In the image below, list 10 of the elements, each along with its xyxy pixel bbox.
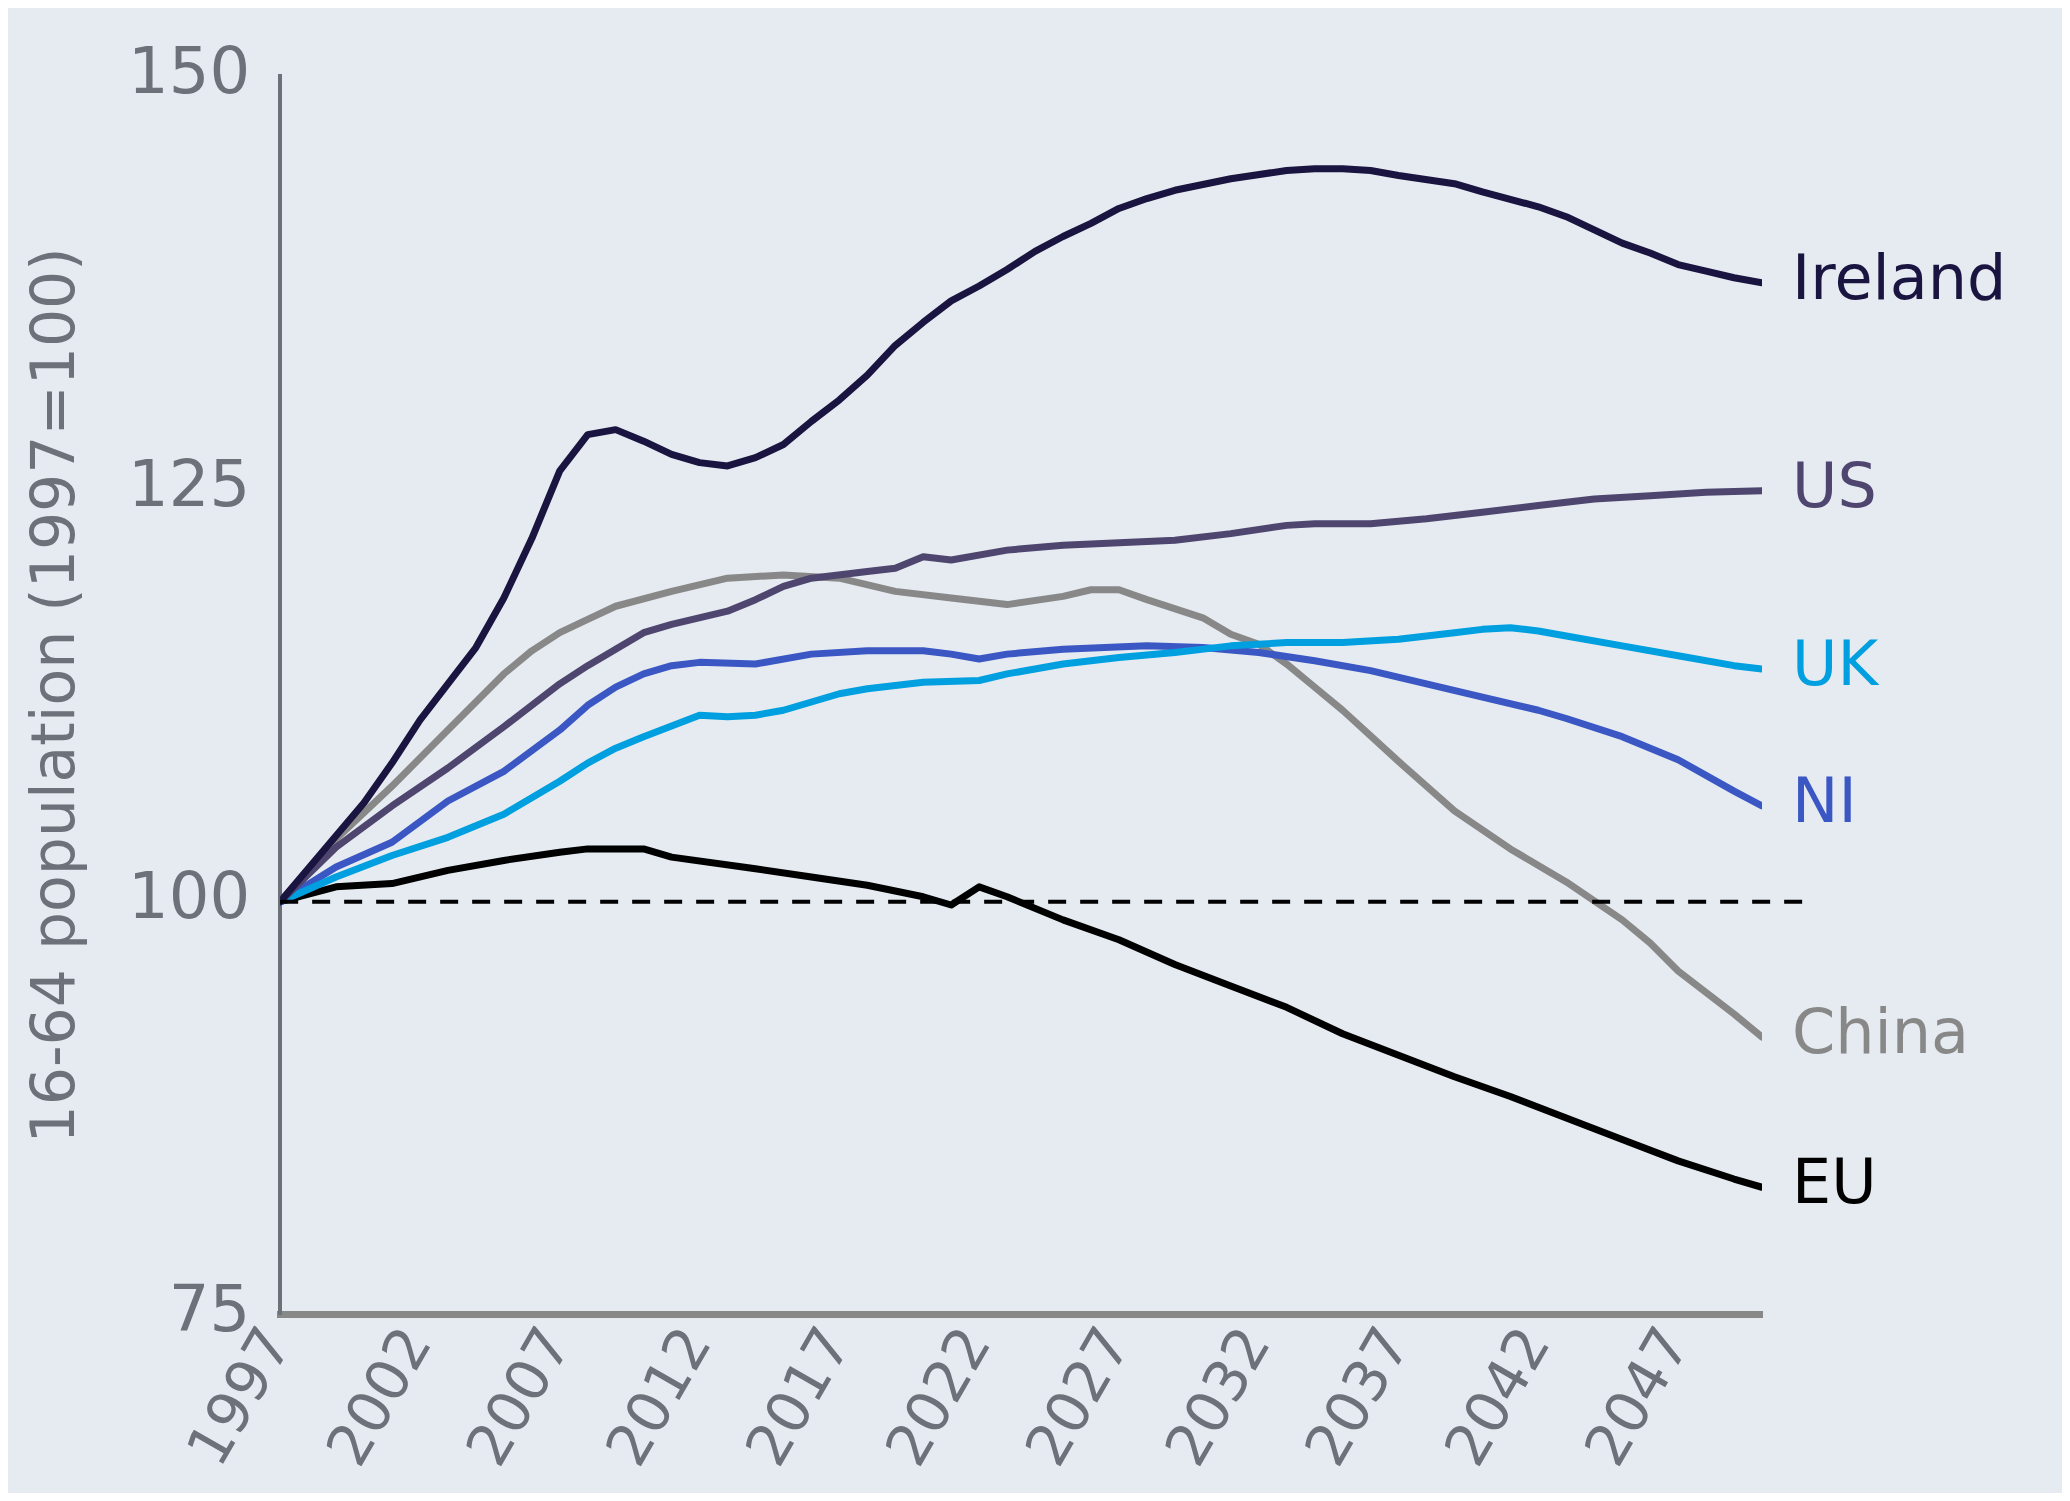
y-tick-label: 100 [128,859,251,934]
y-tick-label: 150 [128,34,251,109]
series-label: EU [1792,1145,1877,1219]
series-label: US [1792,448,1877,522]
series-label: Ireland [1792,240,2007,314]
series-label: China [1792,995,1970,1069]
y-axis-title: 16-64 population (1997=100) [17,247,88,1144]
series-label: UK [1792,627,1880,701]
series-label: NI [1792,764,1857,838]
y-tick-label: 125 [128,446,251,521]
